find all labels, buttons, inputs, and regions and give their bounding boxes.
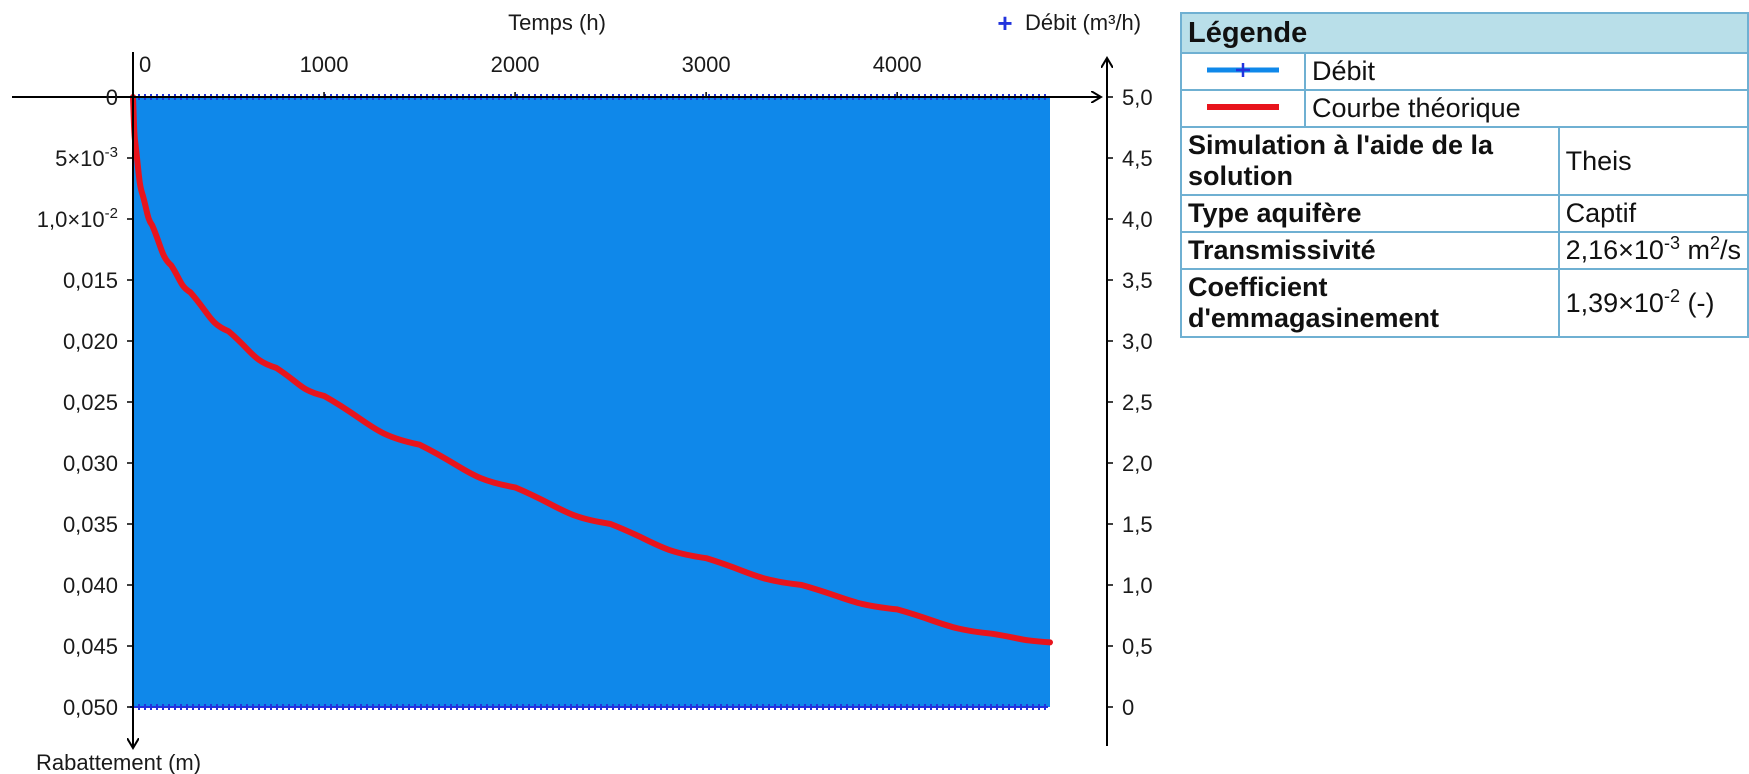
x-tick-label: 0 <box>139 52 151 77</box>
y-right-tick-label: 0 <box>1122 695 1134 720</box>
y-left-tick-label: 1,0×10-2 <box>37 205 118 232</box>
legend-table: Légende Débit Courbe théorique Simulatio… <box>1180 12 1749 338</box>
x-axis-title: Temps (h) <box>508 10 606 35</box>
legend-swatch-debit <box>1207 63 1279 77</box>
y-left-tick-label: 5×10-3 <box>55 144 118 171</box>
y-right-tick-label: 4,5 <box>1122 146 1153 171</box>
param-label-type: Type aquifère <box>1180 194 1560 233</box>
y-right-tick-label: 1,0 <box>1122 573 1153 598</box>
legend-title: Légende <box>1180 12 1749 54</box>
debit-area <box>133 97 1050 707</box>
y-left-axis-title: Rabattement (m) <box>36 750 201 774</box>
y-left-tick-label: 0,020 <box>63 329 118 354</box>
y-left-tick-label: 0,025 <box>63 390 118 415</box>
x-tick-label: 2000 <box>491 52 540 77</box>
legend-swatch-courbe <box>1207 104 1279 110</box>
param-value-coefficient: 1,39×10-2 (-) <box>1557 268 1749 338</box>
y-right-tick-label: 2,5 <box>1122 390 1153 415</box>
param-label-coefficient: Coefficient d'emmagasinement <box>1180 268 1560 338</box>
param-label-transmissivite: Transmissivité <box>1180 231 1560 270</box>
param-value-simulation: Theis <box>1557 126 1749 196</box>
y-right-tick-label: 4,0 <box>1122 207 1153 232</box>
x-tick-label: 1000 <box>300 52 349 77</box>
param-row-coefficient: Coefficient d'emmagasinement 1,39×10-2 (… <box>1180 268 1749 338</box>
param-value-transmissivite: 2,16×10-3 m2/s <box>1557 231 1749 270</box>
y-right-tick-label: 2,0 <box>1122 451 1153 476</box>
courbe-theorique-line <box>130 94 1053 646</box>
y-left-tick-label: 0,030 <box>63 451 118 476</box>
y-right-tick-label: 3,0 <box>1122 329 1153 354</box>
y-right-tick-label: 3,5 <box>1122 268 1153 293</box>
param-row-type: Type aquifère Captif <box>1180 194 1749 233</box>
y-left-tick-label: 0,040 <box>63 573 118 598</box>
y-left-tick-label: 0,015 <box>63 268 118 293</box>
legend-item-courbe: Courbe théorique <box>1180 89 1749 128</box>
param-value-type: Captif <box>1557 194 1749 233</box>
param-row-simulation: Simulation à l'aide de la solution Theis <box>1180 126 1749 196</box>
y-right-tick-label: 1,5 <box>1122 512 1153 537</box>
x-tick-label: 3000 <box>682 52 731 77</box>
param-label-simulation: Simulation à l'aide de la solution <box>1180 126 1560 196</box>
y-right-axis-title: Débit (m³/h) <box>1025 10 1141 35</box>
y-left-tick-label: 0 <box>106 85 118 110</box>
legend-label-debit: Débit <box>1304 52 1749 91</box>
y-right-tick-label: 5,0 <box>1122 85 1153 110</box>
legend-panel: Légende Débit Courbe théorique Simulatio… <box>1180 12 1749 338</box>
y-left-tick-label: 0,045 <box>63 634 118 659</box>
y-left-tick-label: 0,035 <box>63 512 118 537</box>
x-tick-label: 4000 <box>873 52 922 77</box>
param-row-transmissivite: Transmissivité 2,16×10-3 m2/s <box>1180 231 1749 270</box>
legend-label-courbe: Courbe théorique <box>1304 89 1749 128</box>
legend-item-debit: Débit <box>1180 52 1749 91</box>
y-right-tick-label: 0,5 <box>1122 634 1153 659</box>
y-left-tick-label: 0,050 <box>63 695 118 720</box>
y-right-axis-marker: + <box>997 8 1012 38</box>
drawdown-chart: 0 1000 2000 3000 4000 0 5×10-3 1,0×10-2 0,015 0,0… <box>12 8 1153 774</box>
